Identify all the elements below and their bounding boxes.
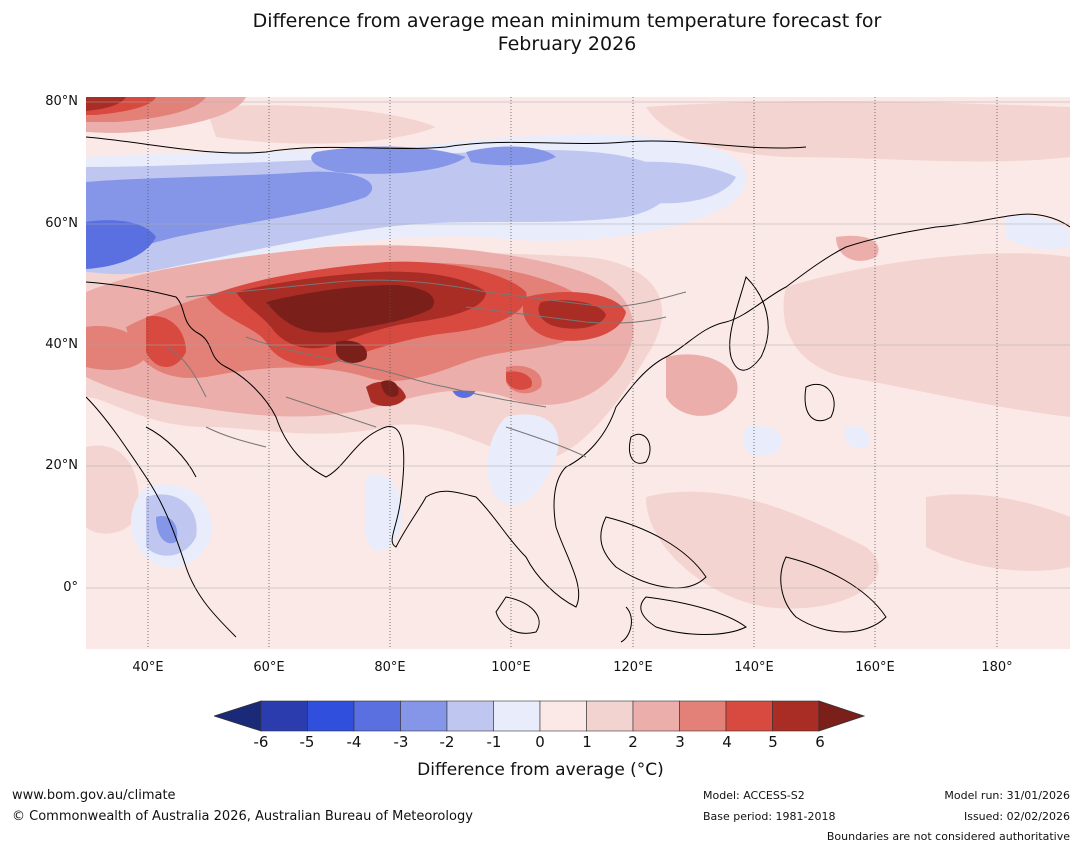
colorbar-cell	[539, 700, 587, 732]
colorbar-cell	[586, 700, 634, 732]
colorbar-label: Difference from average (°C)	[417, 760, 664, 780]
colorbar-tick: 5	[768, 733, 778, 751]
anomaly-map	[86, 97, 1070, 649]
colorbar-cell	[307, 700, 355, 732]
colorbar-cell	[353, 700, 401, 732]
lon-label-60e: 60°E	[253, 660, 285, 675]
lon-label-80e: 80°E	[374, 660, 406, 675]
colorbar-cells	[214, 700, 866, 732]
model-run-date: Model run: 31/01/2026	[944, 789, 1070, 802]
colorbar-tick: 4	[722, 733, 732, 751]
colorbar-tick: -5	[299, 733, 315, 751]
title-line-2: February 2026	[497, 33, 637, 55]
anomaly-layer-plus6	[266, 285, 435, 397]
lat-label-equator: 0°	[63, 580, 78, 595]
chart-title: Difference from average mean minimum tem…	[0, 10, 1081, 56]
issued-date: Issued: 02/02/2026	[963, 810, 1070, 823]
colorbar-tick: -4	[346, 733, 362, 751]
copyright-text: © Commonwealth of Australia 2026, Austra…	[12, 809, 473, 824]
colorbar-cell	[632, 700, 680, 732]
colorbar-tick: 0	[535, 733, 545, 751]
lat-label-80n: 80°N	[45, 94, 78, 109]
colorbar-tick: 3	[675, 733, 685, 751]
lon-label-160e: 160°E	[855, 660, 895, 675]
website-link[interactable]: www.bom.gov.au/climate	[12, 788, 176, 803]
lon-label-120e: 120°E	[613, 660, 653, 675]
colorbar-tick: -2	[439, 733, 455, 751]
lon-label-140e: 140°E	[734, 660, 774, 675]
colorbar	[214, 700, 866, 732]
lat-label-20n: 20°N	[45, 458, 78, 473]
colorbar-tick: -3	[393, 733, 409, 751]
colorbar-cell	[400, 700, 448, 732]
lat-label-60n: 60°N	[45, 216, 78, 231]
graticule	[86, 101, 1070, 589]
colorbar-extend-low	[214, 700, 262, 732]
model-name: Model: ACCESS-S2	[703, 789, 805, 802]
graticule-meridians	[147, 97, 998, 649]
country-boundaries	[165, 279, 687, 458]
colorbar-cell	[725, 700, 773, 732]
colorbar-extend-high	[818, 700, 866, 732]
colorbar-cell	[260, 700, 308, 732]
title-line-1: Difference from average mean minimum tem…	[252, 10, 882, 32]
boundaries-disclaimer: Boundaries are not considered authoritat…	[826, 830, 1070, 843]
map-svg	[86, 97, 1070, 649]
colorbar-cell	[772, 700, 820, 732]
colorbar-tick: 2	[628, 733, 638, 751]
base-period: Base period: 1981-2018	[703, 810, 836, 823]
colorbar-tick: 1	[582, 733, 592, 751]
colorbar-tick: -1	[486, 733, 502, 751]
lon-label-100e: 100°E	[491, 660, 531, 675]
lon-label-40e: 40°E	[132, 660, 164, 675]
anomaly-layer-minus3	[86, 146, 556, 544]
lon-label-180: 180°	[981, 660, 1013, 675]
colorbar-tick: -6	[253, 733, 269, 751]
colorbar-cell	[446, 700, 494, 732]
colorbar-cell	[493, 700, 541, 732]
colorbar-tick: 6	[815, 733, 825, 751]
lat-label-40n: 40°N	[45, 337, 78, 352]
colorbar-cell	[679, 700, 727, 732]
coastlines	[86, 136, 1070, 643]
